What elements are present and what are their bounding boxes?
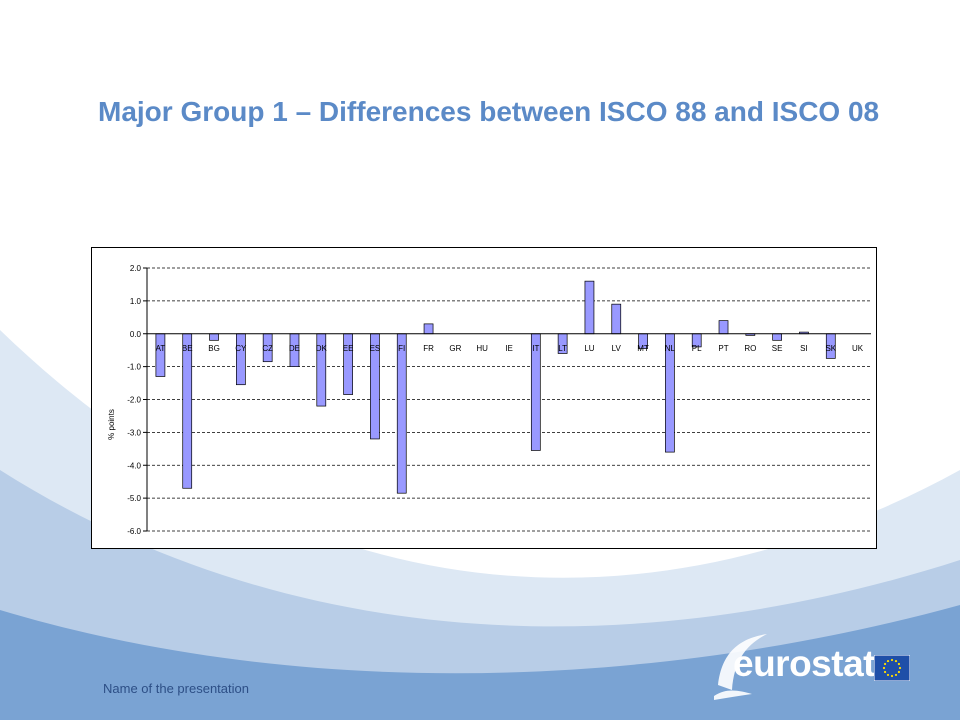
bar-bg bbox=[209, 333, 219, 341]
eu-flag-icon bbox=[874, 655, 910, 681]
y-tick-label: -2.0 bbox=[127, 396, 141, 405]
y-axis-label: % points bbox=[107, 409, 116, 440]
slide-title: Major Group 1 – Differences between ISCO… bbox=[98, 96, 880, 127]
x-tick-label: BE bbox=[182, 344, 193, 353]
y-tick-label: 0.0 bbox=[130, 330, 142, 339]
x-tick-label: RO bbox=[744, 344, 756, 353]
bar-fr bbox=[423, 323, 434, 335]
y-tick-label: 2.0 bbox=[130, 264, 142, 273]
x-tick-label: DE bbox=[289, 344, 300, 353]
eurostat-swoosh-icon bbox=[714, 634, 767, 700]
y-tick-label: -5.0 bbox=[127, 494, 141, 503]
y-tick-label: 1.0 bbox=[130, 297, 142, 306]
bar-fi bbox=[396, 333, 407, 494]
x-tick-label: ES bbox=[370, 344, 381, 353]
bar-cy bbox=[236, 333, 246, 386]
x-tick-label: SE bbox=[772, 344, 783, 353]
x-tick-label: DK bbox=[316, 344, 328, 353]
x-tick-label: SI bbox=[800, 344, 808, 353]
bar-lv bbox=[611, 303, 622, 335]
x-tick-label: IE bbox=[505, 344, 513, 353]
x-tick-label: LV bbox=[612, 344, 622, 353]
x-tick-label: PT bbox=[718, 344, 728, 353]
x-tick-label: IT bbox=[532, 344, 539, 353]
x-tick-label: CY bbox=[235, 344, 247, 353]
x-tick-label: AT bbox=[156, 344, 166, 353]
x-tick-label: FR bbox=[423, 344, 434, 353]
y-tick-label: -1.0 bbox=[127, 363, 141, 372]
x-tick-label: EE bbox=[343, 344, 354, 353]
bar-se bbox=[772, 333, 782, 341]
eurostat-logo: eurostat bbox=[733, 643, 875, 684]
bar-be bbox=[182, 333, 193, 489]
bar-at bbox=[155, 333, 166, 377]
y-tick-label: -4.0 bbox=[127, 461, 141, 470]
y-tick-label: -3.0 bbox=[127, 428, 141, 437]
x-tick-label: MT bbox=[637, 344, 649, 353]
background-band bbox=[0, 605, 960, 720]
x-tick-label: NL bbox=[665, 344, 676, 353]
x-tick-label: HU bbox=[476, 344, 488, 353]
x-tick-label: SK bbox=[825, 344, 836, 353]
presentation-name: Name of the presentation bbox=[103, 681, 249, 696]
bar-pt bbox=[718, 320, 729, 335]
chart-area: 2.0 1.0 0.0 -1.0 -2.0 -3.0 -4.0 -5.0 -6.0 % point… bbox=[91, 247, 877, 549]
bar-lu bbox=[584, 280, 595, 335]
x-tick-label: BG bbox=[208, 344, 220, 353]
x-tick-label: FI bbox=[398, 344, 405, 353]
x-tick-label: GR bbox=[449, 344, 461, 353]
x-tick-label: LU bbox=[584, 344, 594, 353]
bar-chart: 2.0 1.0 0.0 -1.0 -2.0 -3.0 -4.0 -5.0 -6.0 % point… bbox=[107, 264, 871, 536]
x-tick-label: LT bbox=[558, 344, 567, 353]
x-tick-label: UK bbox=[852, 344, 864, 353]
x-tick-label: PL bbox=[692, 344, 702, 353]
x-tick-label: CZ bbox=[262, 344, 273, 353]
y-tick-label: -6.0 bbox=[127, 527, 141, 536]
